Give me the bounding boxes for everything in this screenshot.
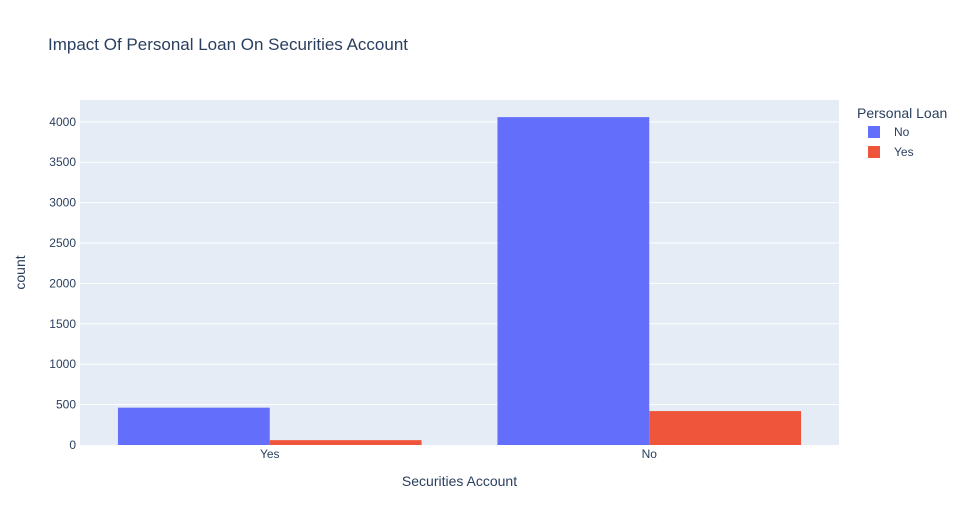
y-tick-label: 1000 (49, 357, 76, 371)
x-axis-title: Securities Account (402, 473, 517, 489)
y-tick-label: 2500 (49, 236, 76, 250)
plot-area (80, 100, 839, 445)
y-tick-label: 1500 (49, 317, 76, 331)
y-tick-labels: 0 500 1000 1500 2000 2500 3000 3500 4000 (49, 115, 76, 452)
x-tick-label: No (642, 447, 658, 461)
bar[interactable] (117, 407, 270, 445)
bar[interactable] (497, 117, 650, 445)
legend-item-label[interactable]: No (894, 125, 910, 139)
legend-item-label[interactable]: Yes (894, 145, 914, 159)
x-tick-label: Yes (260, 447, 280, 461)
bars (117, 117, 802, 445)
y-tick-label: 0 (69, 438, 76, 452)
x-tick-labels: Yes No (260, 447, 657, 461)
y-axis-title: count (12, 255, 28, 289)
bar[interactable] (649, 411, 802, 445)
y-tick-label: 3000 (49, 196, 76, 210)
legend: Personal Loan No Yes (857, 105, 947, 159)
chart-title: Impact Of Personal Loan On Securities Ac… (48, 35, 408, 54)
y-tick-label: 2000 (49, 276, 76, 290)
y-tick-label: 3500 (49, 155, 76, 169)
legend-swatch[interactable] (868, 126, 880, 138)
legend-title: Personal Loan (857, 105, 947, 121)
y-tick-label: 500 (56, 398, 76, 412)
y-tick-label: 4000 (49, 115, 76, 129)
gridlines (80, 121, 839, 406)
bar[interactable] (269, 440, 422, 445)
legend-swatch[interactable] (868, 146, 880, 158)
